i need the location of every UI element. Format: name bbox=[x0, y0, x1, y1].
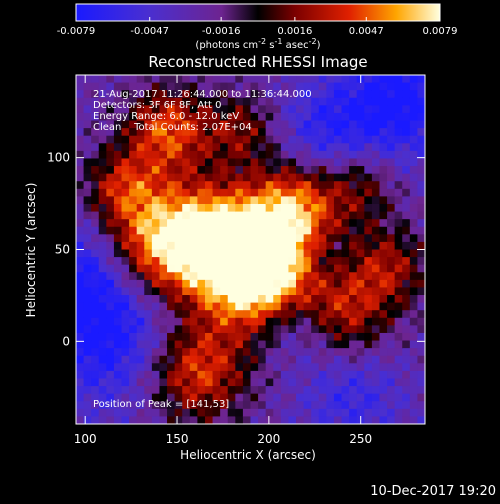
x-axis-label: Heliocentric X (arcsec) bbox=[180, 448, 316, 462]
y-axis-label: Heliocentric Y (arcsec) bbox=[24, 183, 38, 318]
chart-title: Reconstructed RHESSI Image bbox=[148, 53, 367, 71]
annotation-time: 21-Aug-2017 11:26:44.000 to 11:36:44.000 bbox=[93, 89, 312, 100]
y-tick-label: 100 bbox=[47, 151, 70, 165]
y-axis-ticks: 0 50 100 bbox=[47, 151, 425, 348]
colorbar bbox=[75, 3, 441, 22]
x-axis-ticks: 100 150 200 250 bbox=[74, 75, 372, 446]
colorbar-ticks: -0.0079 -0.0047 -0.0016 0.0016 0.0047 0.0079 bbox=[57, 17, 458, 37]
x-tick-label: 100 bbox=[74, 432, 97, 446]
x-tick-label: 250 bbox=[349, 432, 372, 446]
colorbar-tick-label: -0.0016 bbox=[202, 26, 241, 37]
x-tick-label: 200 bbox=[257, 432, 280, 446]
colorbar-tick-label: 0.0079 bbox=[423, 26, 458, 37]
annotation-energy: Energy Range: 6.0 - 12.0 keV bbox=[93, 111, 239, 122]
colorbar-tick-label: 0.0047 bbox=[349, 26, 384, 37]
y-tick-label: 0 bbox=[62, 334, 70, 348]
annotation-counts: Clean Total Counts: 2.07E+04 bbox=[93, 122, 252, 133]
annotation-detectors: Detectors: 3F 6F 8F, Att 0 bbox=[93, 100, 221, 111]
colorbar-label: (photons cm-2 s-1 asec-2) bbox=[195, 37, 320, 51]
colorbar-tick-label: -0.0079 bbox=[57, 26, 96, 37]
y-tick-label: 50 bbox=[55, 243, 70, 257]
peak-annotation: Position of Peak = [141,53] bbox=[93, 399, 229, 410]
colorbar-tick-label: -0.0047 bbox=[130, 26, 169, 37]
heatmap-image bbox=[76, 75, 425, 424]
footer-timestamp: 10-Dec-2017 19:20 bbox=[370, 484, 496, 499]
colorbar-tick-label: 0.0016 bbox=[277, 26, 312, 37]
x-tick-label: 150 bbox=[166, 432, 189, 446]
